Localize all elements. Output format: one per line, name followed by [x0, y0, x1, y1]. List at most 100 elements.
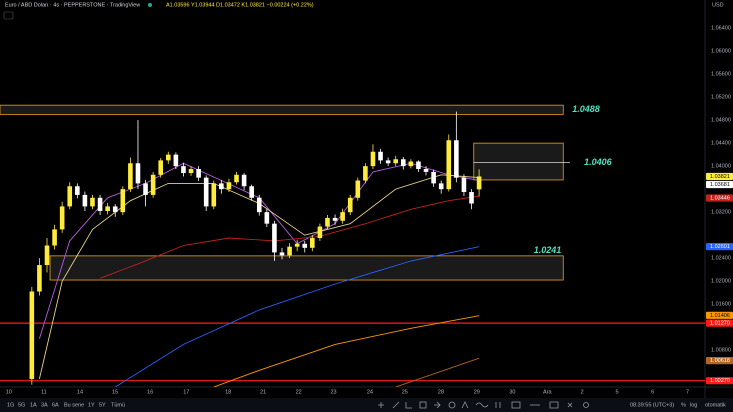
candle-body [476, 176, 482, 190]
candle-body [188, 169, 194, 174]
candle-body [423, 169, 429, 172]
price-label: 1.03681 [710, 182, 730, 188]
x-tick-label: 14 [77, 389, 83, 395]
price-label: 1.01406 [710, 313, 730, 319]
tool-cross[interactable] [378, 402, 384, 408]
x-tick-label: 24 [367, 389, 373, 395]
candle-body [165, 154, 171, 161]
x-tick-label: 16 [147, 389, 153, 395]
toolbar-clock[interactable]: 08:39:55 (UTC+3) [630, 402, 674, 408]
y-tick-label: 1.05200 [711, 95, 731, 101]
candle-body [75, 186, 80, 195]
candle-body [355, 180, 361, 198]
candle-body [44, 245, 50, 266]
currency[interactable]: USD [712, 2, 724, 8]
x-tick-label: 2 [581, 389, 584, 395]
x-tick-label: 6 [651, 389, 654, 395]
candle-body [454, 140, 459, 178]
tool-fib[interactable] [405, 402, 412, 409]
moving-average [38, 174, 480, 380]
plot-layer [0, 104, 705, 387]
x-tick-label: 11 [41, 389, 47, 395]
y-tick-label: 1.04800 [711, 118, 731, 124]
range-button[interactable]: Bu sene [64, 402, 84, 408]
tool-circle[interactable] [448, 401, 456, 409]
tool-brush[interactable] [475, 402, 489, 408]
price-label-bg [706, 194, 733, 202]
status-dot [148, 3, 152, 7]
range-button[interactable]: 1Y [88, 402, 95, 408]
candle-body [310, 238, 315, 248]
candle-body [279, 252, 285, 256]
toolbar-auto[interactable]: otomatik [705, 402, 726, 408]
range-button[interactable]: 6A [52, 402, 59, 408]
y-tick-label: 1.00800 [711, 348, 731, 354]
range-button[interactable]: 3A [41, 402, 48, 408]
price-label-bg [706, 311, 733, 319]
x-tick-label: 23 [330, 389, 336, 395]
collapse-button[interactable] [3, 11, 14, 20]
tool-settings[interactable] [583, 402, 589, 408]
tool-pattern[interactable] [461, 401, 469, 409]
toolbar-log[interactable]: log [690, 402, 697, 408]
tool-note[interactable] [549, 401, 559, 409]
candle-body [256, 197, 262, 213]
range-button[interactable]: 1G [7, 402, 14, 408]
candle-body [82, 194, 88, 207]
candle-body [241, 174, 247, 187]
x-tick-label: 7 [686, 389, 689, 395]
x-tick-label: 29 [474, 389, 480, 395]
level-label: 1.0406 [584, 157, 613, 167]
zone-label: 1.0488 [572, 104, 600, 114]
x-tick-label: 5 [616, 389, 619, 395]
tool-remove[interactable] [567, 402, 573, 408]
tool-rect[interactable] [419, 401, 427, 409]
range-button[interactable]: 5G [18, 402, 25, 408]
candle-body [37, 265, 42, 292]
zone-box [0, 104, 564, 115]
y-tick-label: 1.04400 [711, 141, 731, 147]
tool-text[interactable] [511, 401, 521, 409]
moving-average [99, 195, 480, 279]
x-tick-label: Ara [543, 389, 553, 395]
y-tick-label: 1.03200 [711, 210, 731, 216]
candle-body [400, 159, 406, 167]
candle-body [52, 229, 57, 246]
moving-average [114, 246, 480, 387]
x-tick-label: 25 [402, 389, 408, 395]
candle-body [317, 226, 323, 239]
moving-average [213, 315, 480, 387]
tool-arrow[interactable] [434, 401, 441, 409]
candle-body [128, 163, 133, 190]
candle-body [173, 154, 179, 167]
price-label: 1.00618 [710, 358, 730, 364]
candle-body [150, 174, 156, 195]
range-button[interactable]: 5Y [99, 402, 106, 408]
candle-body [287, 246, 292, 256]
tool-line[interactable] [392, 401, 400, 409]
tool-measure[interactable] [495, 402, 501, 408]
candle-body [302, 243, 308, 248]
candle-body [143, 183, 148, 195]
candle-body [67, 186, 73, 207]
price-label: 1.01270 [710, 321, 730, 327]
candle-body [446, 140, 452, 190]
candle-body [29, 291, 35, 379]
range-button[interactable]: Tümü [111, 402, 125, 408]
candle-body [393, 159, 399, 164]
price-label: 1.03821 [710, 174, 730, 180]
candle-body [325, 217, 330, 227]
y-tick-label: 1.02000 [711, 279, 731, 285]
range-button[interactable]: 1A [30, 402, 37, 408]
x-tick-label: 15 [112, 389, 118, 395]
y-tick-label: 1.02400 [711, 256, 731, 262]
price-label: 1.02601 [710, 244, 730, 250]
x-tick-label: 10 [6, 389, 12, 395]
toolbar-percent[interactable]: % [681, 402, 686, 408]
candle-body [105, 206, 110, 212]
candle-body [211, 183, 217, 207]
y-tick-label: 1.01600 [711, 302, 731, 308]
